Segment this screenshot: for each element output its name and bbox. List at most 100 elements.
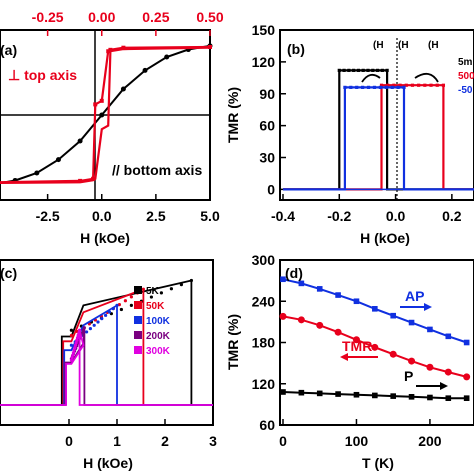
panel-a-bottom-ticks: -2.5 0.0 2.5 5.0 [36, 194, 220, 224]
panel-d-xtick-label-1: 100 [345, 433, 369, 449]
panel-b-series-2-point-2 [355, 85, 359, 89]
panel-b-xtick-label-2: 0.0 [386, 208, 406, 224]
panel-b-series-2-point-8 [390, 85, 394, 89]
panel-d-annotation-ap: AP [405, 288, 424, 304]
panel-b-series-0-point-6 [366, 68, 370, 72]
panel-b-legend-2: -50 [458, 85, 473, 96]
panel-b-series-0-point-5 [361, 68, 365, 72]
panel-c-series-2 [0, 303, 213, 406]
panel-d-xlabel: T (K) [362, 455, 394, 471]
panel-b-annotation-hc2: (H [428, 40, 439, 51]
panel-d-series-1-point-3 [334, 328, 342, 336]
panel-b-label: (b) [287, 41, 305, 57]
panel-a: -0.25 0.00 0.25 0.50 -2.5 0.0 2.5 5.0 (a) ⊥ to… [0, 9, 224, 246]
panel-b-ytick-label-2: 60 [259, 118, 275, 134]
panel-c-xtick-label-0: 0 [65, 433, 73, 449]
panel-b-series-1-point-6 [417, 83, 421, 87]
panel-d-series-2-point-2 [316, 390, 323, 397]
panel-d-series-0-point-1 [298, 280, 305, 287]
panel-d-series-1-point-6 [389, 350, 397, 358]
panel-d-xtick-label-0: 0 [279, 433, 287, 449]
panel-d-series-1-point-4 [352, 336, 360, 344]
panel-c-series-1-point-8 [117, 303, 121, 307]
panel-c-series-1-point-0 [69, 333, 73, 338]
panel-c-series-3-point-11 [81, 328, 85, 332]
panel-c-series-2-point-4 [85, 330, 89, 334]
panel-d-ytick-label-4: 300 [252, 252, 276, 268]
panel-b-xtick-label-0: -0.4 [271, 208, 295, 224]
panel-c-series-0-point-12 [189, 278, 193, 283]
panel-c-series-3-point-12 [82, 326, 86, 330]
panel-b-series-2-point-1 [349, 85, 353, 89]
panel-a-parallel-point-8 [164, 54, 170, 60]
panel-b-xtick-label-3: 0.2 [442, 208, 462, 224]
panel-d-ytick-label-1: 120 [252, 376, 276, 392]
panel-c-legend-swatch-4 [134, 346, 142, 354]
panel-d-annotation-tmr: TMR [342, 338, 372, 354]
panel-b-arrow-left [361, 73, 381, 83]
panel-c-series-2-point-12 [115, 303, 119, 307]
panel-d-ylabel: TMR (%) [225, 314, 241, 370]
panel-d-arrowhead-p [440, 382, 448, 390]
panel-b-series-1 [283, 84, 474, 191]
panel-a-bottom-tick-label-2: 2.5 [146, 208, 166, 224]
panel-a-perp-point-5 [106, 49, 111, 54]
panel-b-series-1-point-4 [404, 83, 408, 87]
panel-b-ytick-label-0: 0 [267, 181, 275, 197]
panel-d-series-1-point-1 [297, 316, 305, 324]
panel-d-ytick-label-2: 180 [252, 335, 276, 351]
panel-c-legend-label-3: 200K [146, 331, 171, 342]
panel-d-series-2-point-0 [280, 389, 286, 395]
panel-b-legend-0: 5m [458, 57, 473, 68]
panel-d-ytick-label-0: 60 [259, 417, 275, 433]
panel-d-series-1-point-10 [463, 373, 471, 381]
panel-b-series-2-point-3 [361, 85, 365, 89]
panel-c-xlabel: H (kOe) [83, 455, 133, 471]
panel-b-series-1-point-7 [423, 83, 427, 87]
panel-c-series-0-point-11 [179, 283, 183, 287]
panel-a-top-tick-label-3: 0.50 [196, 9, 223, 25]
panel-c-series-1-point-12 [141, 287, 145, 291]
panel-b-series-1-point-0 [379, 83, 384, 87]
panel-c-series-2-point-11 [111, 307, 115, 311]
panel-c-frame [0, 259, 214, 426]
panel-d-series-0-point-10 [463, 339, 470, 346]
panel-c-series-3 [0, 327, 213, 406]
panel-b-ticks: -0.4 -0.2 0.0 0.2 0 30 60 90 120 150 [252, 22, 462, 224]
panel-b-frame [279, 29, 474, 201]
panel-c-series-4-point-8 [75, 338, 79, 342]
panel-d-series-0-point-3 [335, 292, 341, 298]
panel-d-series-2-point-1 [298, 389, 305, 396]
panel-c-series-4-point-5 [73, 346, 77, 350]
panel-d-series-0-point-0 [280, 276, 286, 283]
panel-c-series-0-point-10 [169, 287, 173, 291]
panel-b-series-1-point-3 [398, 83, 402, 87]
panel-a-parallel-point-7 [142, 67, 148, 73]
panel-d-series-0-point-6 [390, 312, 396, 319]
panel-d-series-2-point-3 [335, 391, 341, 397]
panel-c-xtick-label-3: 3 [209, 433, 217, 449]
panel-b-series-0-point-0 [337, 68, 341, 72]
panel-a-parallel-point-5 [99, 112, 105, 118]
panel-b-series-1-point-10 [441, 83, 446, 87]
panel-b-series-0-point-4 [356, 68, 361, 72]
panel-c-series-4-point-3 [71, 351, 76, 355]
panel-b-series-2-point-10 [402, 85, 406, 89]
panel-c-series-4-point-2 [71, 353, 75, 357]
panel-b-series-1-point-9 [435, 83, 439, 87]
panel-c-series-2-point-5 [88, 327, 92, 331]
panel-c-xtick-label-2: 2 [161, 433, 169, 449]
panel-c-legend-swatch-3 [134, 331, 142, 339]
panel-c-series-4-point-9 [75, 336, 80, 340]
panel-a-bottom-tick-label-1: 0.0 [92, 208, 112, 224]
panel-a-perp-point-2 [91, 176, 96, 181]
panel-c-series-0-point-6 [129, 303, 133, 307]
panel-d-series-1-point-7 [408, 357, 416, 365]
panel-a-perp-line-return [0, 46, 211, 185]
panel-a-top-tick-label-1: 0.00 [88, 9, 115, 25]
panel-b-ytick-label-3: 90 [259, 86, 275, 102]
panel-b-series-2-point-0 [343, 85, 347, 89]
panel-b-series-0-point-3 [352, 68, 356, 72]
panel-d-series-2-point-10 [463, 395, 470, 401]
panel-a-bottom-tick-label-0: -2.5 [36, 208, 60, 224]
